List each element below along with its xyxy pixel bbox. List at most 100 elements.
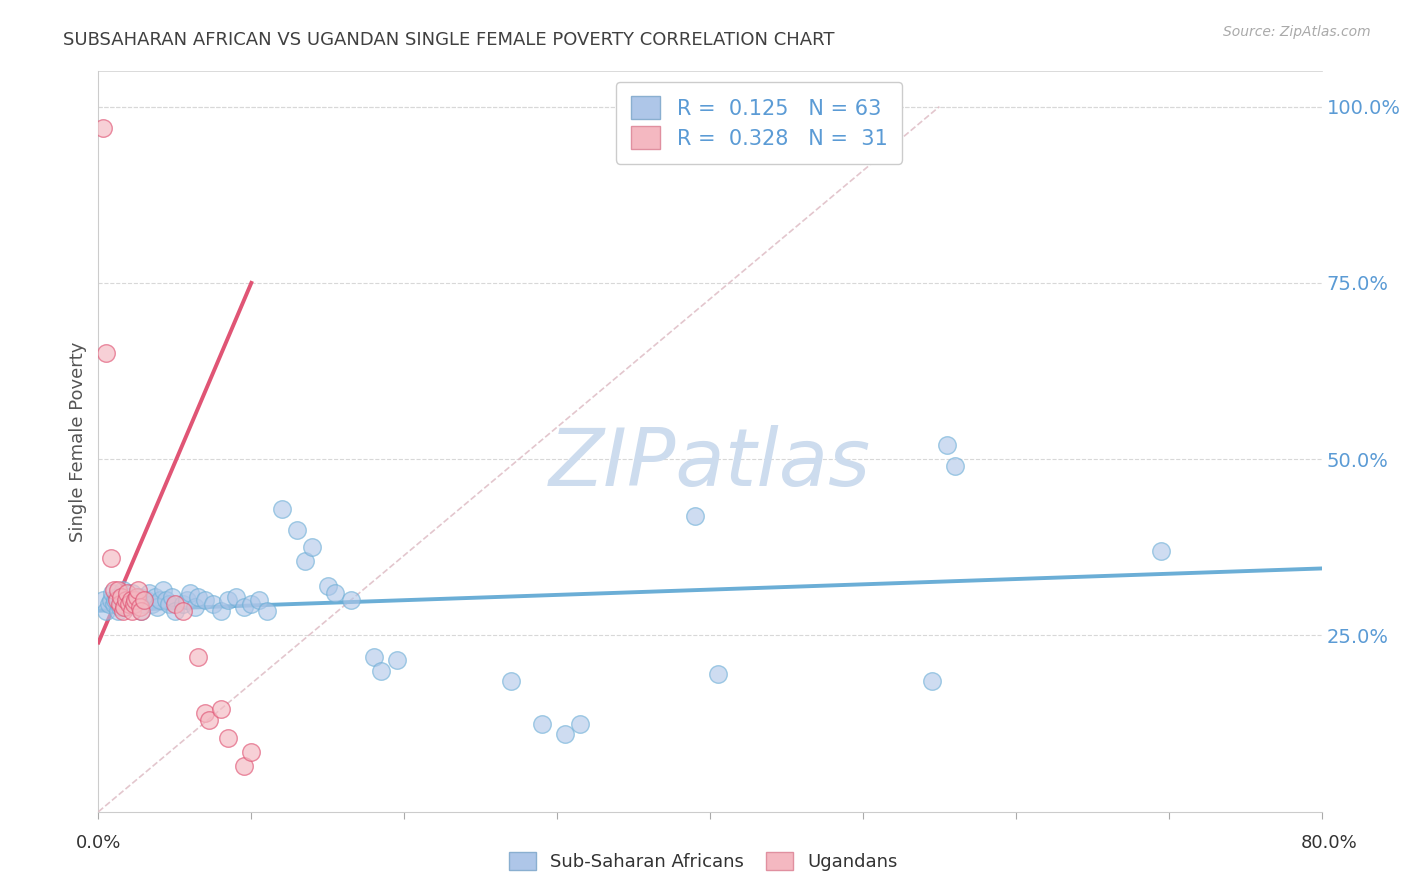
Point	[134, 593, 156, 607]
Point	[232, 600, 254, 615]
Point	[134, 597, 156, 611]
Point	[385, 653, 408, 667]
Point	[160, 590, 183, 604]
Point	[105, 593, 128, 607]
Point	[325, 586, 347, 600]
Point	[138, 586, 160, 600]
Point	[187, 649, 209, 664]
Point	[943, 459, 966, 474]
Point	[187, 590, 209, 604]
Point	[247, 593, 270, 607]
Point	[172, 597, 194, 611]
Text: ZIPatlas: ZIPatlas	[548, 425, 872, 503]
Text: 80.0%: 80.0%	[1301, 834, 1357, 852]
Point	[110, 593, 132, 607]
Point	[225, 590, 247, 604]
Point	[554, 727, 576, 741]
Point	[301, 541, 323, 555]
Point	[103, 582, 125, 597]
Point	[217, 593, 239, 607]
Point	[91, 120, 114, 135]
Point	[363, 649, 385, 664]
Point	[107, 604, 129, 618]
Point	[98, 597, 121, 611]
Legend: Sub-Saharan Africans, Ugandans: Sub-Saharan Africans, Ugandans	[502, 845, 904, 879]
Text: SUBSAHARAN AFRICAN VS UGANDAN SINGLE FEMALE POVERTY CORRELATION CHART: SUBSAHARAN AFRICAN VS UGANDAN SINGLE FEM…	[63, 31, 835, 49]
Point	[316, 579, 339, 593]
Point	[125, 593, 148, 607]
Point	[128, 600, 150, 615]
Point	[117, 586, 139, 600]
Point	[501, 674, 523, 689]
Point	[569, 716, 592, 731]
Point	[118, 593, 141, 607]
Point	[118, 597, 141, 611]
Point	[184, 600, 207, 615]
Point	[129, 604, 152, 618]
Point	[155, 593, 177, 607]
Point	[530, 716, 553, 731]
Point	[163, 597, 186, 611]
Legend: R =  0.125   N = 63, R =  0.328   N =  31: R = 0.125 N = 63, R = 0.328 N = 31	[616, 82, 901, 163]
Point	[339, 593, 361, 607]
Point	[111, 604, 134, 618]
Point	[115, 590, 138, 604]
Point	[100, 550, 122, 565]
Point	[294, 554, 316, 568]
Point	[101, 586, 124, 600]
Point	[706, 667, 728, 681]
Text: Source: ZipAtlas.com: Source: ZipAtlas.com	[1223, 25, 1371, 39]
Point	[240, 597, 263, 611]
Point	[122, 597, 145, 611]
Point	[136, 593, 159, 607]
Point	[110, 590, 132, 604]
Point	[112, 600, 135, 615]
Point	[176, 593, 198, 607]
Point	[108, 600, 131, 615]
Point	[122, 597, 145, 611]
Point	[121, 586, 143, 600]
Point	[194, 706, 217, 720]
Point	[240, 745, 263, 759]
Point	[936, 438, 959, 452]
Point	[256, 604, 278, 618]
Point	[115, 593, 138, 607]
Point	[100, 593, 122, 607]
Text: 0.0%: 0.0%	[76, 834, 121, 852]
Point	[105, 590, 128, 604]
Point	[127, 582, 149, 597]
Point	[1150, 544, 1173, 558]
Point	[145, 600, 167, 615]
Point	[120, 593, 142, 607]
Point	[370, 664, 392, 678]
Point	[103, 597, 125, 611]
Point	[157, 597, 180, 611]
Point	[163, 604, 186, 618]
Point	[107, 582, 129, 597]
Point	[152, 582, 174, 597]
Point	[112, 597, 135, 611]
Point	[202, 597, 225, 611]
Point	[111, 582, 134, 597]
Y-axis label: Single Female Poverty: Single Female Poverty	[69, 342, 87, 541]
Point	[94, 346, 117, 360]
Point	[124, 593, 146, 607]
Point	[94, 604, 117, 618]
Point	[128, 590, 150, 604]
Point	[197, 713, 219, 727]
Point	[149, 593, 172, 607]
Point	[125, 590, 148, 604]
Point	[209, 604, 232, 618]
Point	[683, 508, 706, 523]
Point	[108, 597, 131, 611]
Point	[285, 523, 308, 537]
Point	[143, 590, 166, 604]
Point	[104, 593, 127, 607]
Point	[117, 600, 139, 615]
Point	[91, 593, 114, 607]
Point	[179, 586, 201, 600]
Point	[209, 702, 232, 716]
Point	[270, 501, 292, 516]
Point	[194, 593, 217, 607]
Point	[232, 759, 254, 773]
